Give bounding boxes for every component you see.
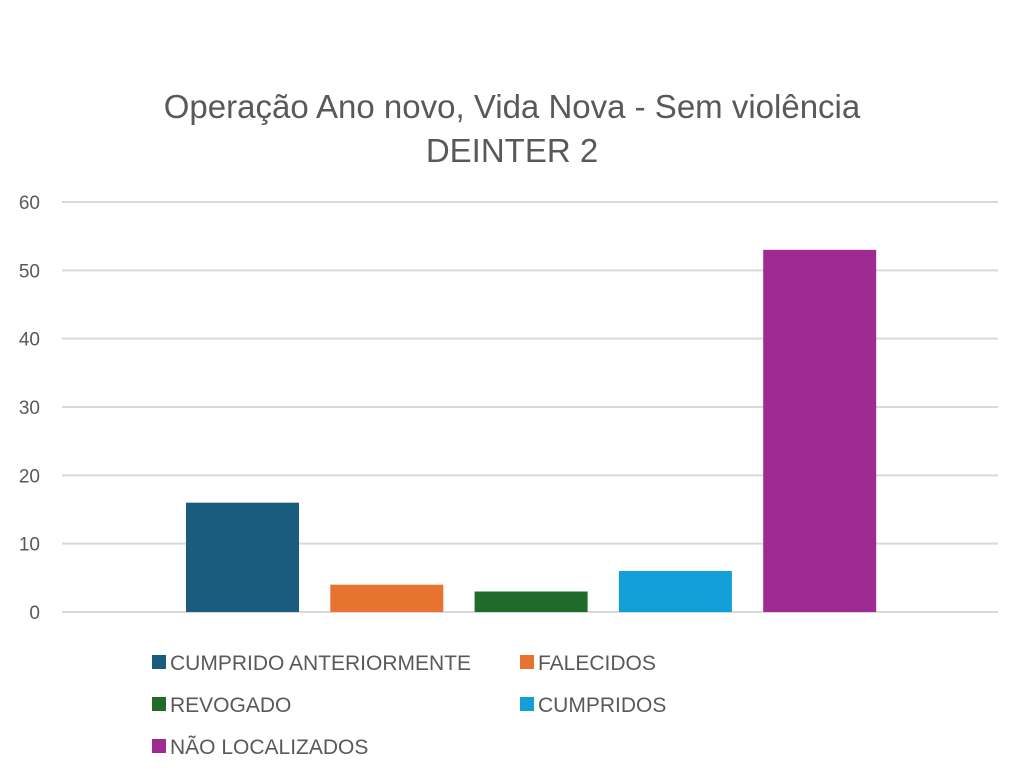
bar-falecidos: [330, 584, 444, 612]
legend-label: FALECIDOS: [538, 652, 656, 675]
y-tick-label: 60: [19, 193, 40, 214]
bar-revogado: [474, 591, 588, 612]
y-tick-label: 20: [19, 466, 40, 487]
bar-n-o-localizados: [763, 249, 877, 613]
y-tick-label: 50: [19, 261, 40, 282]
y-tick-label: 10: [19, 535, 40, 556]
legend-label: NÃO LOCALIZADOS: [170, 735, 368, 759]
chart-title: Operação Ano novo, Vida Nova - Sem violê…: [164, 88, 861, 125]
legend-swatch: [520, 655, 534, 669]
legend-label: CUMPRIDO ANTERIORMENTE: [170, 652, 471, 675]
legend-swatch: [520, 697, 534, 711]
bar-cumpridos: [618, 571, 732, 612]
legend-swatch: [152, 697, 166, 711]
legend-label: CUMPRIDOS: [538, 694, 666, 717]
chart-subtitle: DEINTER 2: [426, 132, 598, 169]
y-tick-label: 40: [19, 330, 40, 351]
legend-swatch: [152, 739, 166, 753]
legend-swatch: [152, 655, 166, 669]
y-tick-label: 0: [29, 603, 40, 624]
legend-label: REVOGADO: [170, 694, 291, 717]
y-tick-label: 30: [19, 398, 40, 419]
bar-cumprido-anteriormente: [186, 502, 299, 612]
